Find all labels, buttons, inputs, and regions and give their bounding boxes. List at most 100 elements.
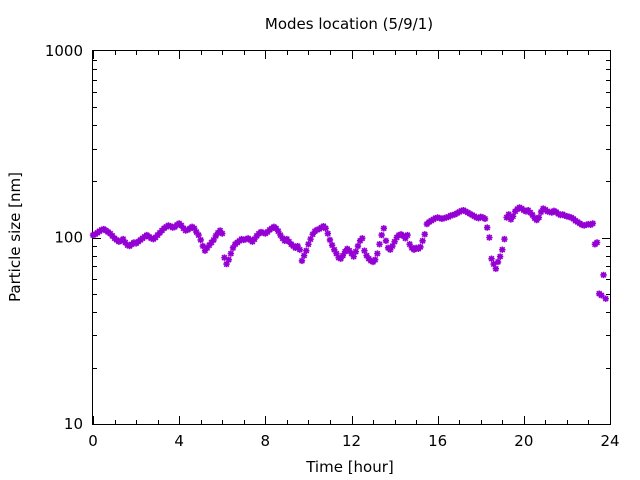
y-axis-title: Particle size [nm] bbox=[6, 172, 24, 302]
data-point bbox=[337, 255, 344, 262]
x-tick-label: 12 bbox=[342, 432, 361, 450]
data-point bbox=[331, 246, 338, 253]
data-point bbox=[402, 235, 409, 242]
data-point bbox=[195, 231, 202, 239]
data-point bbox=[496, 253, 504, 260]
x-tick-label: 4 bbox=[174, 432, 184, 450]
data-point bbox=[275, 228, 282, 235]
data-point bbox=[501, 235, 508, 243]
data-point bbox=[492, 265, 500, 272]
data-point bbox=[272, 225, 280, 232]
data-point bbox=[361, 247, 368, 254]
data-point bbox=[305, 241, 312, 248]
y-tick-label: 1000 bbox=[45, 42, 83, 60]
data-point bbox=[537, 208, 545, 216]
data-point bbox=[223, 260, 230, 268]
data-point bbox=[221, 254, 228, 261]
data-point bbox=[490, 260, 497, 268]
data-point bbox=[593, 239, 601, 246]
data-point bbox=[296, 246, 303, 253]
data-point bbox=[303, 247, 310, 254]
data-point bbox=[389, 242, 396, 250]
data-point bbox=[499, 246, 506, 253]
x-tick-label: 24 bbox=[600, 432, 619, 450]
x-tick-label: 8 bbox=[261, 432, 271, 450]
data-point bbox=[391, 238, 398, 245]
data-point bbox=[203, 244, 211, 252]
data-point bbox=[341, 248, 349, 255]
data-point bbox=[382, 237, 390, 245]
data-point bbox=[505, 211, 512, 218]
data-point bbox=[298, 257, 306, 265]
data-point bbox=[494, 258, 502, 266]
data-point bbox=[404, 231, 411, 239]
data-point bbox=[212, 232, 219, 240]
data-point bbox=[119, 235, 127, 243]
data-point bbox=[147, 235, 155, 242]
x-tick-label: 20 bbox=[514, 432, 533, 450]
data-point bbox=[419, 237, 426, 245]
data-point bbox=[354, 242, 362, 250]
data-point bbox=[503, 214, 510, 221]
data-point bbox=[589, 220, 596, 227]
data-point bbox=[251, 235, 258, 243]
x-axis-title: Time [hour] bbox=[305, 458, 394, 476]
data-point bbox=[509, 213, 517, 220]
data-point bbox=[326, 236, 334, 244]
data-point bbox=[376, 241, 383, 248]
data-point bbox=[238, 235, 245, 243]
data-point bbox=[421, 231, 428, 238]
data-point bbox=[486, 234, 493, 241]
data-point bbox=[115, 238, 123, 245]
data-point bbox=[229, 244, 237, 252]
data-point bbox=[210, 236, 217, 244]
data-point bbox=[359, 235, 366, 242]
data-point bbox=[201, 247, 209, 254]
data-point bbox=[484, 224, 491, 231]
data-point bbox=[598, 292, 605, 299]
data-point bbox=[600, 271, 607, 279]
data-point bbox=[481, 215, 489, 222]
data-point bbox=[363, 252, 370, 259]
chart-title: Modes location (5/9/1) bbox=[265, 15, 433, 33]
data-point bbox=[193, 228, 200, 236]
data-point bbox=[178, 222, 185, 229]
data-point bbox=[387, 246, 394, 253]
data-point bbox=[529, 211, 536, 219]
data-point bbox=[219, 230, 226, 237]
data-point bbox=[225, 256, 232, 263]
x-tick-label: 16 bbox=[428, 432, 447, 450]
y-tick-label: 10 bbox=[64, 415, 83, 433]
data-point bbox=[309, 231, 316, 238]
data-point bbox=[294, 242, 301, 250]
data-point bbox=[307, 235, 314, 243]
data-point bbox=[417, 243, 424, 251]
data-point bbox=[328, 241, 336, 249]
data-point bbox=[374, 250, 381, 257]
x-tick-label: 0 bbox=[88, 432, 98, 450]
data-point bbox=[242, 235, 250, 243]
data-point bbox=[346, 247, 353, 254]
data-point bbox=[240, 236, 247, 244]
data-point bbox=[378, 231, 385, 239]
data-point bbox=[488, 255, 495, 262]
data-point bbox=[324, 230, 332, 237]
data-point bbox=[352, 248, 360, 255]
data-point bbox=[333, 250, 340, 257]
data-point bbox=[535, 214, 543, 221]
data-point bbox=[197, 236, 204, 244]
data-point bbox=[322, 225, 329, 232]
y-tick-label: 100 bbox=[54, 229, 83, 247]
data-point bbox=[130, 239, 138, 246]
data-point bbox=[350, 253, 357, 260]
data-point bbox=[199, 242, 207, 250]
data-point bbox=[348, 250, 355, 257]
data-point bbox=[216, 227, 224, 234]
data-point bbox=[406, 241, 413, 248]
data-point bbox=[191, 225, 198, 232]
data-point bbox=[300, 252, 308, 259]
data-point bbox=[371, 256, 379, 263]
data-point bbox=[507, 216, 515, 223]
data-point bbox=[124, 241, 131, 249]
